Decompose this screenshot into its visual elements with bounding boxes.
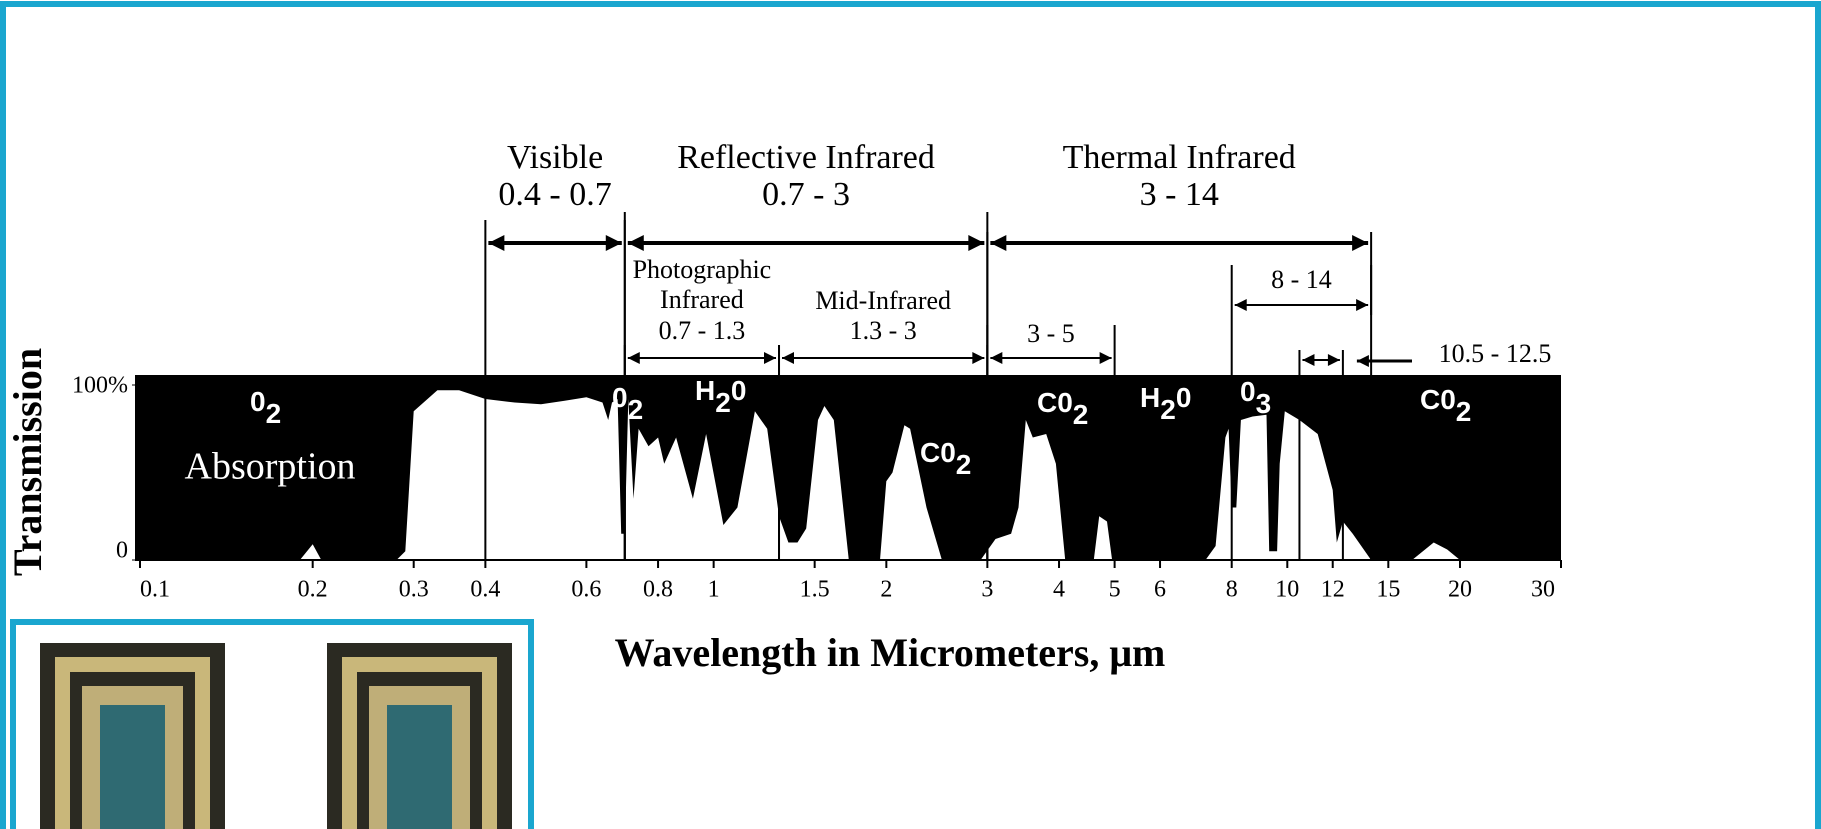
gas-label-part: C0	[920, 437, 956, 468]
x-tick-label: 10	[1275, 577, 1299, 603]
band-name: Thermal Infrared	[1063, 139, 1296, 176]
x-tick-label: 6	[1154, 577, 1166, 603]
x-tick-label: 1	[708, 577, 720, 603]
x-tick-label: 4	[1053, 577, 1065, 603]
x-tick-label: 5	[1109, 577, 1121, 603]
x-tick-label: 0.8	[643, 577, 673, 603]
gas-label-part: 2	[266, 398, 282, 429]
band-name: Reflective Infrared	[677, 139, 935, 176]
gas-label: 02	[250, 386, 281, 429]
band-range: 0.4 - 0.7	[498, 176, 611, 213]
sub-band-name: Photographic	[633, 255, 772, 284]
gas-label-part: 3	[1256, 388, 1272, 419]
gas-label: H20	[695, 375, 746, 418]
gas-label: 03	[1240, 376, 1271, 419]
y-axis-title: Transmission	[5, 348, 50, 576]
y-tick-label: 0	[116, 538, 128, 564]
gas-label: C02	[1037, 387, 1088, 430]
sub-band-name: Infrared	[660, 285, 744, 314]
x-tick-label: 8	[1226, 577, 1238, 603]
sub-band-range: 8 - 14	[1271, 265, 1332, 294]
x-tick-label: 0.3	[399, 577, 429, 603]
gas-label-part: 2	[956, 449, 972, 480]
gas-label: C02	[920, 437, 971, 480]
gas-label-part: 0	[1176, 382, 1192, 413]
x-axis-title: Wavelength in Micrometers, μm	[615, 630, 1166, 675]
x-tick-label: 30	[1531, 577, 1555, 603]
gas-label-part: 2	[715, 387, 731, 418]
gas-label-part: 0	[250, 386, 266, 417]
gas-label-part: 2	[1160, 394, 1176, 425]
gas-label: C02	[1420, 384, 1471, 427]
x-tick-label: 0.4	[470, 577, 500, 603]
gas-label-part: 0	[612, 382, 628, 413]
sub-band-range: 10.5 - 12.5	[1439, 339, 1552, 368]
gas-label: 02	[612, 382, 643, 425]
gas-label-part: 0	[1240, 376, 1256, 407]
x-tick-label: 20	[1448, 577, 1472, 603]
y-tick-label: 100%	[72, 373, 128, 399]
x-tick-label: 1.5	[800, 577, 830, 603]
absorption-label: Absorption	[185, 446, 356, 488]
x-tick-label: 0.1	[140, 577, 170, 603]
sub-band-range: 0.7 - 1.3	[659, 316, 746, 345]
inset-photo	[10, 619, 534, 829]
gas-label-part: 2	[1456, 396, 1472, 427]
gas-label-part: 2	[1073, 399, 1089, 430]
x-tick-label: 0.2	[298, 577, 328, 603]
x-tick-label: 2	[880, 577, 892, 603]
sub-band-range: 1.3 - 3	[850, 316, 917, 345]
gas-label-part: 2	[628, 394, 644, 425]
gas-label-part: H	[695, 375, 715, 406]
gas-label-part: H	[1140, 382, 1160, 413]
band-range: 3 - 14	[1140, 176, 1219, 213]
gas-label-part: C0	[1037, 387, 1073, 418]
band-name: Visible	[507, 139, 603, 176]
x-tick-label: 3	[981, 577, 993, 603]
transmission-area	[299, 390, 1460, 560]
sub-band-name: Mid-Infrared	[815, 286, 951, 315]
x-tick-label: 12	[1321, 577, 1345, 603]
gas-label-part: C0	[1420, 384, 1456, 415]
x-tick-label: 0.6	[571, 577, 601, 603]
band-range: 0.7 - 3	[762, 176, 850, 213]
gas-label: H20	[1140, 382, 1191, 425]
sub-band-range: 3 - 5	[1027, 319, 1075, 348]
gas-label-part: 0	[731, 375, 747, 406]
x-tick-label: 15	[1376, 577, 1400, 603]
